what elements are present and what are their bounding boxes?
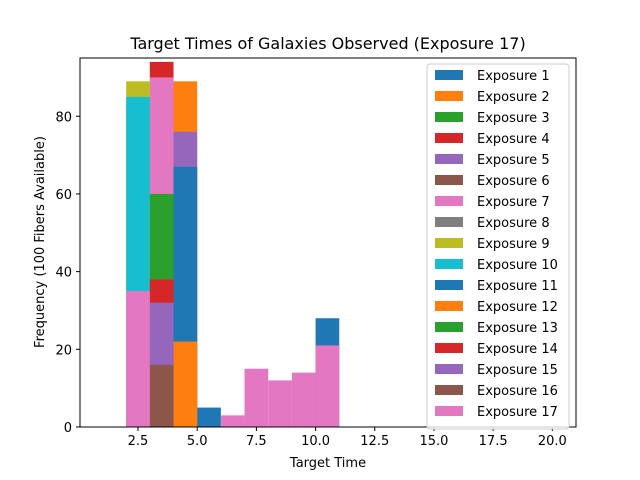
legend-label: Exposure 10 — [477, 258, 558, 273]
legend-swatch — [435, 217, 463, 227]
x-tick-label: 7.5 — [246, 434, 267, 449]
legend-swatch — [435, 175, 463, 185]
legend-swatch — [435, 238, 463, 248]
bar-exposure-17-5 — [291, 372, 316, 427]
legend-swatch — [435, 322, 463, 332]
legend-label: Exposure 13 — [477, 321, 558, 336]
x-tick-label: 20.0 — [538, 434, 567, 449]
legend-label: Exposure 6 — [477, 174, 550, 189]
bar-exposure-16-1 — [149, 364, 174, 427]
legend-label: Exposure 7 — [477, 195, 550, 210]
bar-exposure-17-6 — [315, 345, 340, 427]
x-tick-label: 15.0 — [419, 434, 448, 449]
legend-swatch — [435, 70, 463, 80]
legend-label: Exposure 17 — [477, 405, 558, 420]
bar-exposure-12-1 — [173, 341, 198, 427]
y-tick-label: 40 — [55, 266, 72, 281]
y-tick-label: 20 — [55, 343, 72, 358]
legend-swatch — [435, 280, 463, 290]
bar-exposure-17-1 — [126, 291, 150, 427]
y-tick-label: 80 — [55, 110, 72, 125]
bar-exposure-17-4 — [268, 380, 292, 427]
legend-label: Exposure 15 — [477, 363, 558, 378]
bar-exposure-1-1 — [197, 407, 221, 427]
legend-swatch — [435, 154, 463, 164]
x-tick-label: 12.5 — [360, 434, 389, 449]
x-axis-ticks: 2.5 5.0 7.5 10.0 12.5 15.0 17.5 20.0 — [128, 427, 567, 449]
legend-label: Exposure 4 — [477, 132, 550, 147]
legend-swatch — [435, 343, 463, 353]
chart-title: Target Times of Galaxies Observed (Expos… — [129, 34, 525, 53]
legend-swatch — [435, 112, 463, 122]
y-axis-label: Frequency (100 Fibers Available) — [33, 136, 48, 348]
x-tick-label: 10.0 — [301, 434, 330, 449]
legend-label: Exposure 1 — [477, 69, 550, 84]
legend-label: Exposure 14 — [477, 342, 558, 357]
y-axis-ticks: 0 20 40 60 80 — [55, 110, 80, 436]
bar-exposure-17-2 — [220, 415, 245, 427]
legend-label: Exposure 12 — [477, 300, 558, 315]
y-tick-label: 60 — [55, 188, 72, 203]
legend-swatch — [435, 385, 463, 395]
bar-exposure-17-3 — [244, 368, 269, 427]
legend-label: Exposure 11 — [477, 279, 558, 294]
legend-label: Exposure 9 — [477, 237, 550, 252]
bars-layer — [126, 61, 340, 428]
legend-swatch — [435, 364, 463, 374]
x-tick-label: 17.5 — [479, 434, 508, 449]
y-tick-label: 0 — [64, 421, 72, 436]
legend-swatch — [435, 259, 463, 269]
legend-swatch — [435, 301, 463, 311]
legend-swatch — [435, 133, 463, 143]
legend-label: Exposure 16 — [477, 384, 558, 399]
legend-swatch — [435, 91, 463, 101]
legend-label: Exposure 8 — [477, 216, 550, 231]
legend-label: Exposure 2 — [477, 90, 550, 105]
legend-swatch — [435, 406, 463, 416]
plot-frame — [79, 57, 577, 428]
legend-label: Exposure 3 — [477, 111, 550, 126]
x-tick-label: 5.0 — [187, 434, 208, 449]
x-tick-label: 2.5 — [128, 434, 149, 449]
x-axis-label: Target Time — [289, 456, 366, 471]
legend-swatch — [435, 196, 463, 206]
legend: Exposure 1 Exposure 2 Exposure 3 Exposure 4… — [426, 63, 570, 430]
legend-label: Exposure 5 — [477, 153, 550, 168]
